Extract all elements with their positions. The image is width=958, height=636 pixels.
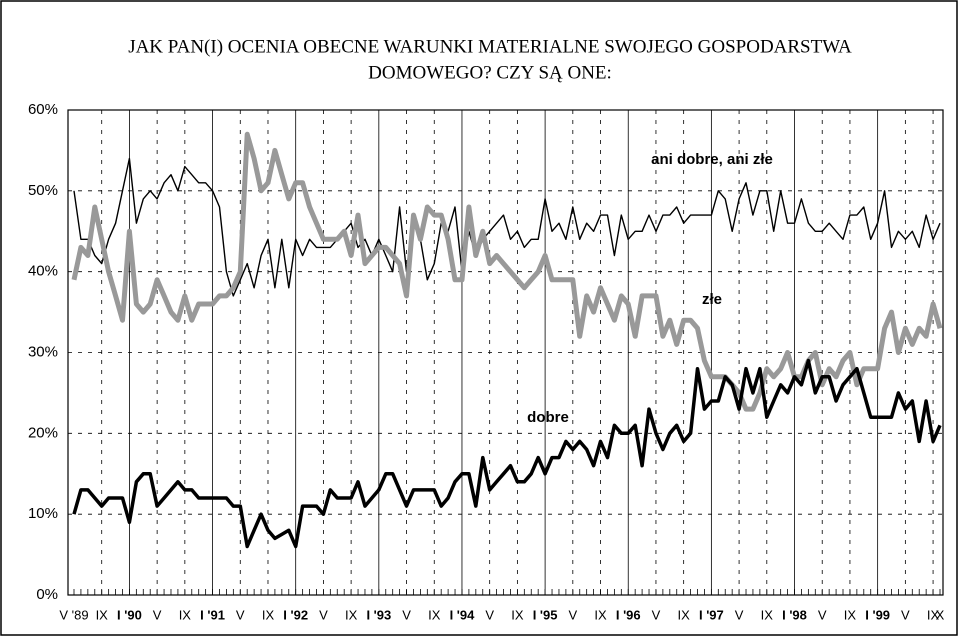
y-tick-label: 30%	[28, 343, 58, 360]
x-tick-label: V	[818, 607, 827, 622]
x-tick-label: I '96	[616, 607, 641, 622]
x-tick-label: I '93	[366, 607, 391, 622]
y-tick-label: 50%	[28, 182, 58, 199]
x-tick-label: I '91	[200, 607, 225, 622]
series-line	[73, 157, 941, 297]
x-tick-label: IX	[428, 607, 441, 622]
x-tick-label: IX	[345, 607, 358, 622]
y-tick-label: 40%	[28, 263, 58, 280]
x-tick-label: I '95	[533, 607, 558, 622]
x-tick-label: IX	[96, 607, 109, 622]
series-label: ani dobre, ani złe	[651, 151, 773, 168]
x-tick-label: IX	[179, 607, 192, 622]
x-tick-label: V	[236, 607, 245, 622]
series-label: złe	[702, 291, 722, 308]
x-tick-label: V	[319, 607, 328, 622]
y-tick-label: 0%	[36, 586, 58, 603]
x-tick-label: IX	[262, 607, 275, 622]
x-tick-label: I '94	[450, 607, 476, 622]
x-tick-label: IX	[594, 607, 607, 622]
x-tick-label: I '98	[782, 607, 807, 622]
x-tick-label: IX	[678, 607, 691, 622]
x-tick-label: V	[402, 607, 411, 622]
x-tick-label: IX	[927, 607, 940, 622]
x-tick-label: I '90	[117, 607, 142, 622]
x-tick-label: I '97	[699, 607, 724, 622]
series-label: dobre	[527, 409, 569, 426]
x-tick-label: IX	[511, 607, 524, 622]
chart-title: DOMOWEGO? CZY SĄ ONE:	[368, 62, 612, 83]
x-tick-label: IX	[761, 607, 774, 622]
x-tick-label: V	[568, 607, 577, 622]
x-tick-label: I '92	[283, 607, 308, 622]
x-tick-label: IX	[844, 607, 857, 622]
y-tick-label: 20%	[28, 424, 58, 441]
x-tick-label: X	[936, 607, 945, 622]
x-tick-label: V	[901, 607, 910, 622]
series-line	[72, 358, 942, 549]
chart-title: JAK PAN(I) OCENIA OBECNE WARUNKI MATERIA…	[128, 36, 852, 57]
y-tick-label: 60%	[28, 101, 58, 118]
y-tick-label: 10%	[28, 505, 58, 522]
plot-frame	[67, 109, 944, 596]
x-tick-label: V	[153, 607, 162, 622]
x-tick-label: V '89	[59, 607, 88, 622]
x-tick-label: V	[735, 607, 744, 622]
x-tick-label: V	[485, 607, 494, 622]
x-tick-label: I '99	[865, 607, 890, 622]
x-tick-label: V	[652, 607, 661, 622]
